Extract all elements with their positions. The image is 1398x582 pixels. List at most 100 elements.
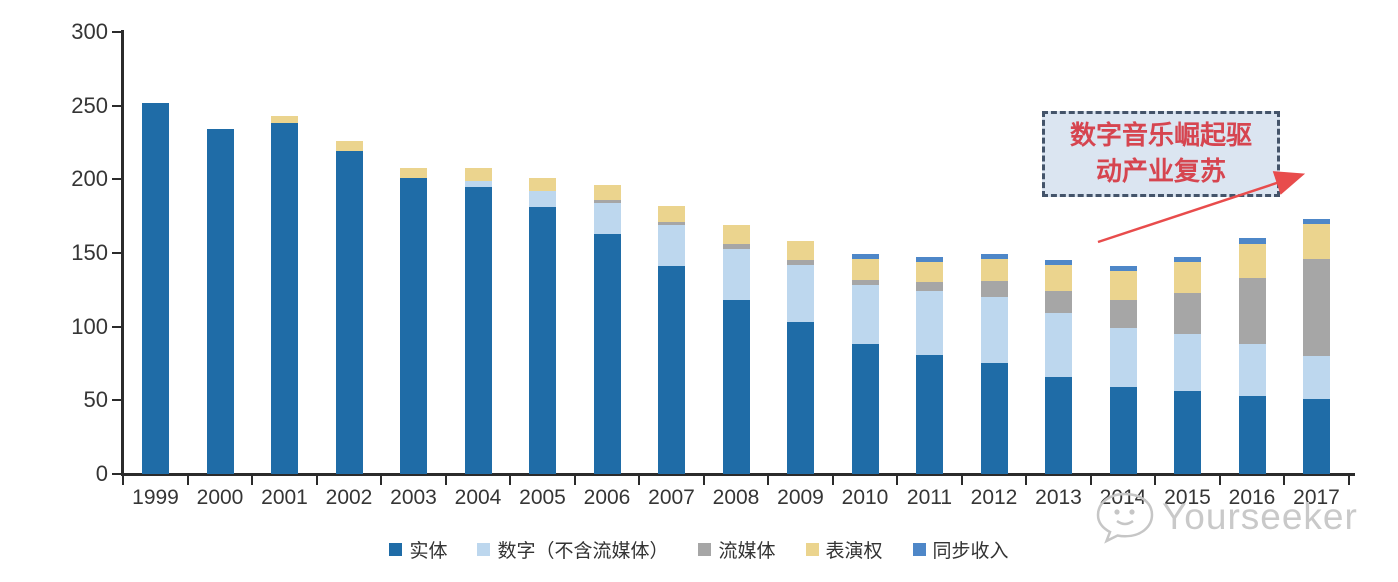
x-axis-label: 2001 xyxy=(261,486,308,509)
bar-segment-2013 xyxy=(1045,260,1072,265)
bar-segment-2002 xyxy=(335,151,363,474)
bar-segment-2015 xyxy=(1174,391,1201,474)
y-axis-tick xyxy=(112,325,121,328)
y-axis-tick xyxy=(112,251,121,254)
bar-segment-2015 xyxy=(1174,261,1201,293)
bar-segment-2015 xyxy=(1174,334,1201,392)
bar-segment-2000 xyxy=(206,129,234,474)
legend-item: 同步收入 xyxy=(912,536,1009,563)
bar-segment-2012 xyxy=(980,254,1008,259)
bar-segment-2013 xyxy=(1045,313,1072,377)
x-axis-tick xyxy=(380,476,382,485)
bar-segment-2012 xyxy=(980,258,1008,281)
x-axis-label: 2000 xyxy=(196,486,244,509)
bar-segment-2012 xyxy=(980,297,1008,364)
y-axis-label: 250 xyxy=(71,92,108,118)
bar-segment-2011 xyxy=(916,282,943,292)
bar-segment-2015 xyxy=(1174,257,1201,262)
x-axis-label: 2010 xyxy=(841,486,889,509)
x-axis-tick xyxy=(960,476,963,485)
bar-segment-2002 xyxy=(335,141,363,152)
bar-segment-2017 xyxy=(1303,356,1330,399)
bar-segment-2003 xyxy=(400,167,427,178)
y-axis-label: 50 xyxy=(83,387,108,413)
bar-segment-2014 xyxy=(1109,387,1137,474)
bar-segment-2009 xyxy=(787,260,814,265)
x-axis-tick xyxy=(1089,476,1092,485)
legend-item: 实体 xyxy=(389,536,447,563)
x-axis-label: 2003 xyxy=(390,486,437,509)
bar-segment-2001 xyxy=(271,115,298,124)
x-axis-line xyxy=(121,473,1355,476)
bar-segment-2016 xyxy=(1238,238,1266,245)
y-axis-tick xyxy=(112,399,121,402)
annotation-line-2: 动产业复苏 xyxy=(1095,157,1226,187)
x-axis-label: 2017 xyxy=(1293,486,1340,509)
bar-segment-2013 xyxy=(1045,291,1072,314)
x-axis-tick xyxy=(1218,476,1221,485)
bar-segment-2016 xyxy=(1238,395,1266,474)
x-axis-tick xyxy=(186,476,189,485)
x-axis-label: 2016 xyxy=(1228,486,1276,509)
x-axis-tick xyxy=(702,476,705,485)
legend-label: 实体 xyxy=(409,541,448,562)
bar-segment-2008 xyxy=(722,300,750,474)
y-axis-tick xyxy=(112,104,121,107)
bar-segment-2010 xyxy=(851,344,879,474)
x-axis-label: 2009 xyxy=(777,486,824,509)
bar-segment-2004 xyxy=(464,180,492,187)
legend-swatch-icon xyxy=(805,543,819,556)
bar-segment-2017 xyxy=(1303,223,1330,259)
bar-segment-2009 xyxy=(787,264,814,323)
x-axis-label: 2006 xyxy=(583,486,631,509)
x-axis-label: 2014 xyxy=(1099,486,1147,509)
bar-segment-2013 xyxy=(1045,376,1072,474)
bar-segment-2007 xyxy=(658,205,685,223)
legend-label: 表演权 xyxy=(825,541,883,562)
bar-segment-2014 xyxy=(1109,300,1137,329)
x-axis-label: 1999 xyxy=(132,486,179,509)
bar-segment-2011 xyxy=(916,354,943,474)
legend-item: 流媒体 xyxy=(698,536,776,563)
bar-segment-2006 xyxy=(593,199,621,203)
bar-segment-2009 xyxy=(787,241,814,261)
x-axis-tick xyxy=(509,476,511,485)
x-axis-tick xyxy=(1154,476,1156,485)
bar-segment-2017 xyxy=(1303,219,1330,224)
bar-segment-2010 xyxy=(851,254,879,259)
annotation-callout: 数字音乐崛起驱 动产业复苏 xyxy=(1042,111,1280,197)
chart-legend: 实体 数字（不含流媒体） 流媒体 表演权 同步收入 xyxy=(0,536,1398,563)
x-axis-label: 2015 xyxy=(1164,486,1211,509)
y-axis-line xyxy=(121,30,124,476)
bar-segment-2006 xyxy=(593,233,621,474)
annotation-arrow-icon xyxy=(1097,171,1306,244)
x-axis-tick xyxy=(315,476,318,485)
x-axis-label: 2004 xyxy=(454,486,502,509)
bar-segment-2001 xyxy=(271,123,298,474)
bar-segment-2003 xyxy=(400,177,427,474)
bar-segment-2016 xyxy=(1238,244,1266,279)
bar-segment-2005 xyxy=(529,207,556,474)
x-axis-tick xyxy=(1347,476,1350,485)
legend-item: 数字（不含流媒体） xyxy=(477,536,668,563)
bar-segment-2015 xyxy=(1174,292,1201,335)
x-axis-tick xyxy=(896,476,898,485)
bar-segment-2008 xyxy=(722,248,750,301)
bar-segment-1999 xyxy=(142,102,169,474)
y-axis-label: 0 xyxy=(95,461,108,486)
watermark: Yourseeker xyxy=(1094,490,1358,544)
y-axis-label: 300 xyxy=(71,18,108,44)
legend-label: 流媒体 xyxy=(718,541,776,562)
watermark-text: Yourseeker xyxy=(1162,496,1358,537)
bar-segment-2014 xyxy=(1109,328,1137,388)
bar-segment-2008 xyxy=(722,244,750,249)
x-axis-tick xyxy=(444,476,447,485)
y-axis-tick xyxy=(112,30,121,33)
bar-segment-2011 xyxy=(916,261,943,283)
bar-segment-2010 xyxy=(851,258,879,280)
x-axis-tick xyxy=(831,476,834,485)
annotation-line-1: 数字音乐崛起驱 xyxy=(1069,121,1252,151)
x-axis-label: 2013 xyxy=(1035,486,1082,509)
legend-swatch-icon xyxy=(389,543,403,556)
